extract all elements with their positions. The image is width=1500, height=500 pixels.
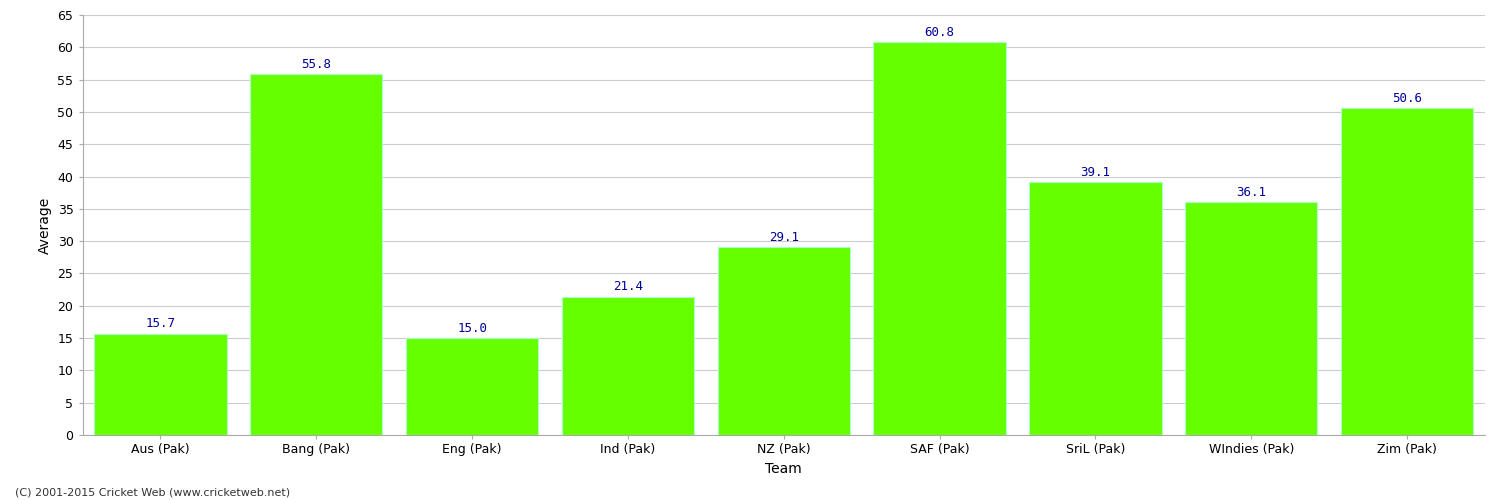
Bar bbox=[94, 334, 226, 435]
Text: 21.4: 21.4 bbox=[614, 280, 644, 293]
Text: 29.1: 29.1 bbox=[768, 230, 798, 243]
Text: 39.1: 39.1 bbox=[1080, 166, 1110, 179]
Text: 50.6: 50.6 bbox=[1392, 92, 1422, 105]
Text: (C) 2001-2015 Cricket Web (www.cricketweb.net): (C) 2001-2015 Cricket Web (www.cricketwe… bbox=[15, 488, 290, 498]
Text: 55.8: 55.8 bbox=[302, 58, 332, 71]
Text: 36.1: 36.1 bbox=[1236, 186, 1266, 198]
Text: 15.7: 15.7 bbox=[146, 318, 176, 330]
Bar bbox=[873, 42, 1006, 435]
Text: 60.8: 60.8 bbox=[924, 26, 954, 39]
Bar bbox=[717, 247, 850, 435]
X-axis label: Team: Team bbox=[765, 462, 802, 476]
Bar bbox=[251, 74, 382, 435]
Bar bbox=[1185, 202, 1317, 435]
Text: 15.0: 15.0 bbox=[458, 322, 488, 335]
Bar bbox=[1029, 182, 1161, 435]
Bar bbox=[561, 296, 694, 435]
Bar bbox=[406, 338, 538, 435]
Bar bbox=[1341, 108, 1473, 435]
Y-axis label: Average: Average bbox=[38, 196, 52, 254]
